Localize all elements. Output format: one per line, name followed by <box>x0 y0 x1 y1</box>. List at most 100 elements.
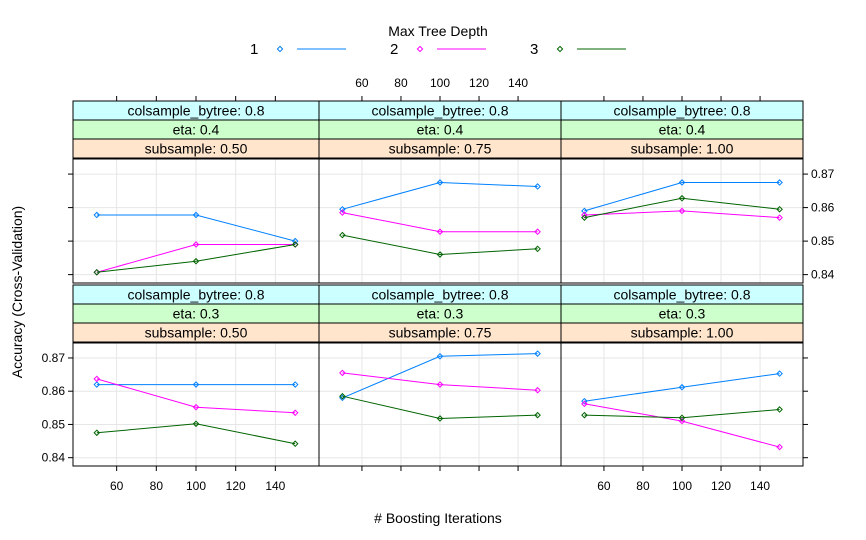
x-tick-label: 60 <box>110 479 124 493</box>
x-tick-label: 120 <box>226 479 246 493</box>
data-point <box>776 205 783 213</box>
data-point <box>339 231 346 239</box>
series-line-3 <box>584 197 780 219</box>
series-line-2 <box>342 372 538 391</box>
data-point <box>93 429 101 437</box>
data-point <box>93 211 101 219</box>
x-tick-label: 80 <box>636 479 650 493</box>
strip-3 <box>560 322 804 343</box>
data-point <box>93 268 101 276</box>
legend-title: Max Tree Depth <box>388 23 488 39</box>
strip-label: subsample: 0.50 <box>145 325 248 341</box>
series-line-1 <box>584 182 780 212</box>
legend-entry-1: 1 <box>250 41 346 58</box>
x-tick-label: 60 <box>597 479 611 493</box>
panel-1: colsample_bytree: 0.8 eta: 0.4 subsample: … <box>72 100 320 284</box>
series-line-2 <box>584 210 780 219</box>
series-line-2 <box>96 244 296 273</box>
data-point <box>534 386 541 394</box>
legend: Max Tree Depth 1 2 3 <box>250 23 626 58</box>
data-point <box>436 381 444 388</box>
legend-entry-2: 2 <box>390 41 486 58</box>
panel-6: colsample_bytree: 0.8 eta: 0.3 subsample: … <box>560 284 804 467</box>
data-point <box>534 228 541 236</box>
panel-2: colsample_bytree: 0.8 eta: 0.4 subsample: … <box>318 100 562 284</box>
axes: 60 80 100 120 140 0.84 0.85 0.86 0.87 60 80 100 120 1… <box>42 76 835 493</box>
data-point <box>192 403 200 411</box>
strip-label: colsample_bytree: 0.8 <box>614 287 751 303</box>
panel-3: colsample_bytree: 0.8 eta: 0.4 subsample: … <box>560 100 804 284</box>
x-tick-label: 120 <box>711 479 731 493</box>
data-point <box>291 440 299 448</box>
data-point <box>534 183 541 190</box>
data-point <box>291 381 299 388</box>
x-tick-label: 140 <box>508 76 528 90</box>
x-tick-label: 120 <box>469 76 489 90</box>
strip-label: subsample: 1.00 <box>631 141 734 157</box>
data-point <box>339 392 346 400</box>
data-point <box>192 211 200 219</box>
data-point <box>436 352 444 360</box>
strip-label: subsample: 0.50 <box>145 141 248 157</box>
panel-4: colsample_bytree: 0.8 eta: 0.3 subsample: … <box>72 284 320 467</box>
data-point <box>291 237 299 245</box>
y-tick-label: 0.86 <box>42 384 66 398</box>
panel-frame <box>560 158 804 284</box>
strip-label: eta: 0.4 <box>417 122 464 138</box>
legend-marker <box>276 45 284 53</box>
x-tick-label: 140 <box>265 479 285 493</box>
data-point <box>581 207 588 215</box>
data-point <box>581 411 588 419</box>
series-line-1 <box>342 181 538 210</box>
data-point <box>534 350 541 357</box>
data-point <box>678 179 686 186</box>
x-tick-label: 100 <box>430 76 450 90</box>
strip-label: subsample: 0.75 <box>389 141 492 157</box>
strip-label: colsample_bytree: 0.8 <box>128 103 265 119</box>
data-point <box>339 209 346 216</box>
y-tick-label: 0.85 <box>42 417 66 431</box>
data-point <box>678 383 686 391</box>
data-point <box>192 420 200 428</box>
x-tick-label: 80 <box>394 76 408 90</box>
series-line-1 <box>96 214 296 242</box>
data-point <box>776 443 783 451</box>
data-point <box>192 257 200 265</box>
series-line-3 <box>342 395 538 420</box>
series-line-3 <box>96 244 296 273</box>
x-tick-label: 80 <box>150 479 164 493</box>
series-line-3 <box>96 423 296 445</box>
x-tick-label: 140 <box>750 479 770 493</box>
data-point <box>436 179 444 186</box>
strip-label: eta: 0.4 <box>173 122 220 138</box>
y-axis-title: Accuracy (Cross-Validation) <box>9 206 25 378</box>
series-line-2 <box>342 212 538 233</box>
data-point <box>678 417 686 425</box>
y-tick-label: 0.87 <box>42 351 66 365</box>
data-point <box>436 228 444 236</box>
series-line-3 <box>342 234 538 256</box>
series-line-1 <box>584 373 780 402</box>
data-point <box>776 406 783 413</box>
data-point <box>436 251 444 258</box>
data-point <box>192 381 200 388</box>
data-point <box>776 370 783 377</box>
data-point <box>291 409 299 417</box>
x-axis-title: # Boosting Iterations <box>374 510 502 526</box>
data-point <box>678 207 686 215</box>
data-point <box>339 205 346 213</box>
strip-label: colsample_bytree: 0.8 <box>128 287 265 303</box>
data-point <box>776 179 783 186</box>
panel-grid: colsample_bytree: 0.8 eta: 0.4 subsample: … <box>72 100 804 467</box>
panel-5: colsample_bytree: 0.8 eta: 0.3 subsample: … <box>318 284 562 467</box>
strip-label: eta: 0.3 <box>659 306 706 322</box>
y-tick-label: 0.84 <box>42 451 66 465</box>
strip-label: eta: 0.3 <box>417 306 464 322</box>
legend-label: 3 <box>530 41 538 58</box>
legend-label: 2 <box>390 41 398 58</box>
series-line-1 <box>342 353 538 399</box>
data-point <box>581 214 588 221</box>
strip-label: colsample_bytree: 0.8 <box>372 287 509 303</box>
series-line-2 <box>96 378 296 414</box>
